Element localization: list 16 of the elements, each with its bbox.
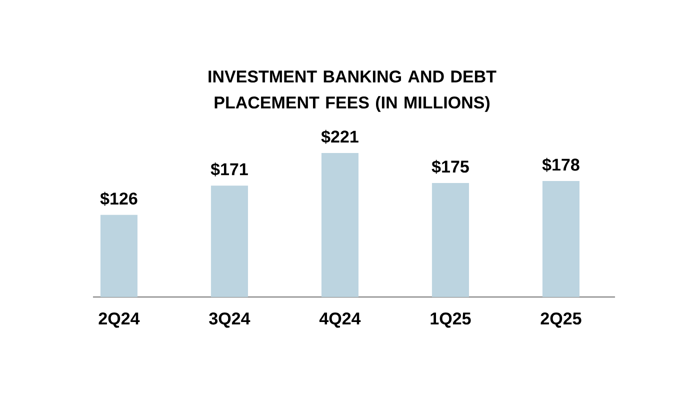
x-tick-label: 2Q25: [540, 312, 582, 328]
bar: [432, 182, 469, 297]
bar: [100, 214, 138, 297]
chart-title: INVESTMENT BANKING AND DEBT PLACEMENT FEES (IN MILLIONS): [208, 70, 496, 112]
x-tick-label: 3Q24: [209, 312, 250, 328]
data-label: $126: [100, 192, 138, 206]
bar: [210, 186, 248, 297]
data-label: $221: [321, 130, 358, 144]
data-label: $178: [542, 158, 580, 172]
bar: [321, 153, 358, 297]
data-label: $171: [210, 162, 248, 176]
x-tick-label: 1Q25: [430, 312, 471, 328]
bar: [542, 181, 580, 297]
x-tick-label: 2Q24: [98, 312, 140, 328]
data-label: $175: [432, 160, 469, 174]
x-tick-label: 4Q24: [319, 312, 361, 328]
